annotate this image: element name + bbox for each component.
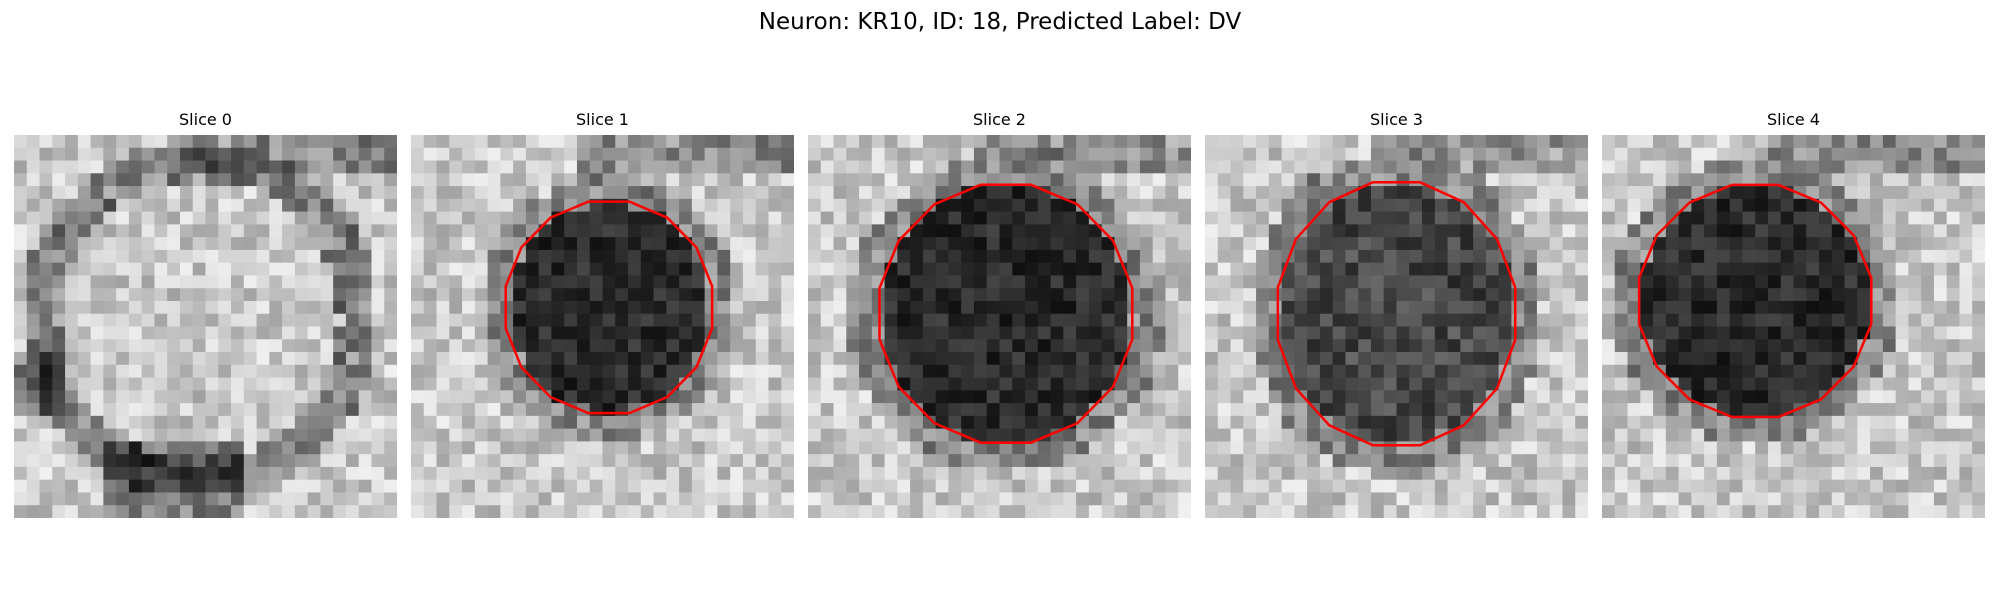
- neuron-outline-2: [878, 183, 1134, 444]
- slice-title-4: Slice 4: [1767, 110, 1820, 129]
- slice-panel-4: Slice 4: [1602, 105, 1985, 518]
- neuron-outline-4: [1637, 183, 1873, 419]
- slice-image-2: [808, 135, 1191, 518]
- neuron-outline-3: [1276, 180, 1517, 447]
- slice-title-0: Slice 0: [179, 110, 232, 129]
- slice-title-3: Slice 3: [1370, 110, 1423, 129]
- slice-image-4: [1602, 135, 1985, 518]
- slice-panel-3: Slice 3: [1205, 105, 1588, 518]
- slice-title-1: Slice 1: [576, 110, 629, 129]
- slice-image-0: [14, 135, 397, 518]
- slice-image-3: [1205, 135, 1588, 518]
- slice-image-1: [411, 135, 794, 518]
- slice-panel-0: Slice 0: [14, 105, 397, 518]
- slice-panel-1: Slice 1: [411, 105, 794, 518]
- slice-title-2: Slice 2: [973, 110, 1026, 129]
- neuron-outline-1: [504, 200, 714, 415]
- slice-panel-2: Slice 2: [808, 105, 1191, 518]
- figure-title: Neuron: KR10, ID: 18, Predicted Label: D…: [758, 9, 1242, 35]
